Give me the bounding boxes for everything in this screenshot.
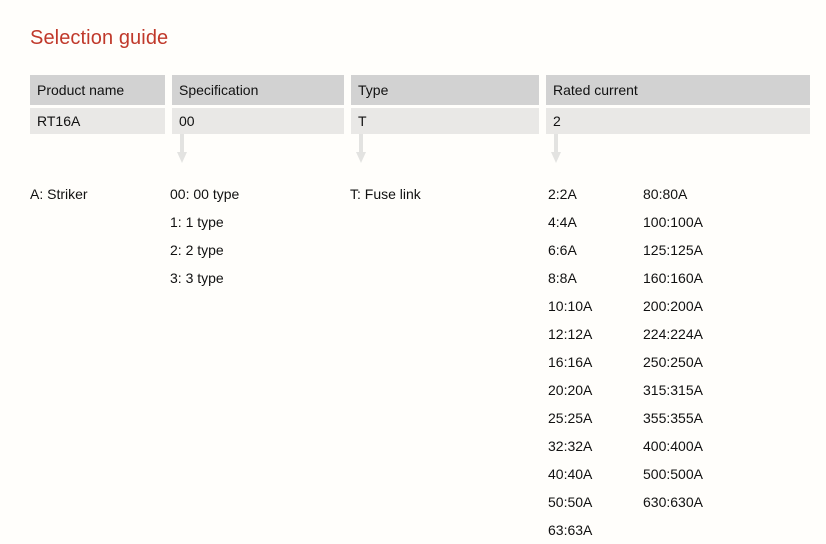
list-item: 16:16A (548, 354, 593, 370)
list-item: 80:80A (643, 186, 688, 202)
list-item: 100:100A (643, 214, 703, 230)
list-item: 12:12A (548, 326, 593, 342)
list-item: 10:10A (548, 298, 593, 314)
list-item: 224:224A (643, 326, 703, 342)
list-item: 2: 2 type (170, 242, 224, 258)
column-gap (344, 108, 351, 134)
list-item: 250:250A (643, 354, 703, 370)
legend-type: T: Fuse link (350, 180, 545, 208)
list-item: 125:125A (643, 242, 703, 258)
legend-rated-current: 2:2A 4:4A 6:6A 8:8A 10:10A 12:12A 16:16A… (548, 180, 808, 544)
list-item: 00: 00 type (170, 186, 240, 202)
list-item: 50:50A (548, 494, 593, 510)
legend-specification: 00: 00 type 1: 1 type 2: 2 type 3: 3 typ… (170, 180, 350, 292)
list-item: 6:6A (548, 242, 577, 258)
legend-product-name: A: Striker (30, 180, 170, 208)
list-item: 40:40A (548, 466, 593, 482)
header-rated-current: Rated current (546, 75, 810, 105)
list-item: 160:160A (643, 270, 703, 286)
list-item: 200:200A (643, 298, 703, 314)
header-product-name: Product name (30, 75, 165, 105)
rated-current-column-right: 80:80A 100:100A 125:125A 160:160A 200:20… (643, 180, 773, 544)
list-item: 2:2A (548, 186, 577, 202)
list-item: 32:32A (548, 438, 593, 454)
column-gap (165, 75, 172, 105)
list-item: 3: 3 type (170, 270, 224, 286)
column-gap (539, 108, 546, 134)
cell-specification: 00 (172, 108, 344, 134)
list-item: 400:400A (643, 438, 703, 454)
list-item: 8:8A (548, 270, 577, 286)
list-item: A: Striker (30, 186, 88, 202)
selection-guide-table: Product name Specification Type Rated cu… (30, 75, 811, 134)
table-header-row: Product name Specification Type Rated cu… (30, 75, 811, 105)
header-type: Type (351, 75, 539, 105)
list-item: 63:63A (548, 522, 593, 538)
list-item: 355:355A (643, 410, 703, 426)
list-item: 315:315A (643, 382, 703, 398)
list-item: 20:20A (548, 382, 593, 398)
table-row: RT16A 00 T 2 (30, 108, 811, 134)
page-title: Selection guide (30, 27, 169, 49)
column-gap (344, 75, 351, 105)
list-item: 25:25A (548, 410, 593, 426)
cell-type: T (351, 108, 539, 134)
column-gap (165, 108, 172, 134)
list-item: 4:4A (548, 214, 577, 230)
cell-rated-current: 2 (546, 108, 810, 134)
arrow-down-icon-rated-current (549, 134, 563, 164)
rated-current-column-left: 2:2A 4:4A 6:6A 8:8A 10:10A 12:12A 16:16A… (548, 180, 643, 544)
rated-current-columns: 2:2A 4:4A 6:6A 8:8A 10:10A 12:12A 16:16A… (548, 180, 808, 544)
header-specification: Specification (172, 75, 344, 105)
list-item: 500:500A (643, 466, 703, 482)
arrow-down-icon-type (354, 134, 368, 164)
list-item: 1: 1 type (170, 214, 224, 230)
column-gap (539, 75, 546, 105)
list-item: T: Fuse link (350, 186, 421, 202)
list-item: 630:630A (643, 494, 703, 510)
cell-product-name: RT16A (30, 108, 165, 134)
arrow-down-icon-specification (175, 134, 189, 164)
